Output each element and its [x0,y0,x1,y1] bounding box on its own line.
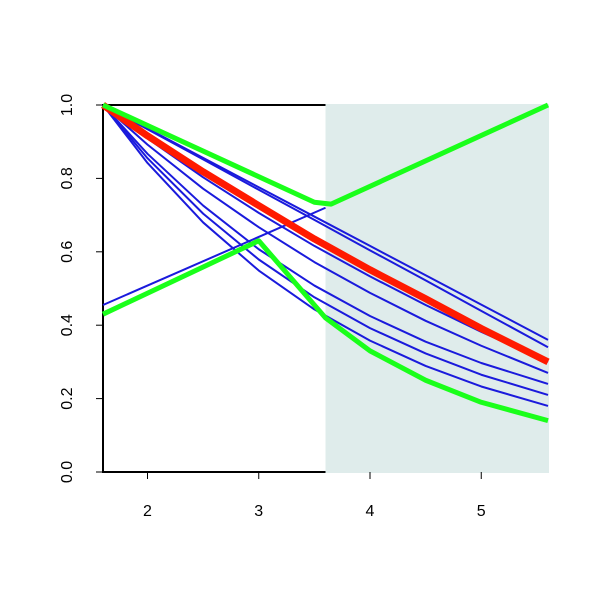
y-tick-label: 0.4 [59,314,76,336]
shaded-region [325,104,549,473]
y-tick-label: 0.2 [59,387,76,409]
data-line [102,104,549,396]
y-tick-label: 0.0 [59,461,76,483]
x-tick-label: 4 [366,503,375,520]
data-line [102,104,549,349]
y-tick-label: 0.8 [59,167,76,189]
x-tick-label: 2 [143,503,152,520]
data-line [101,238,549,424]
data-line [101,102,550,366]
data-line [102,104,549,385]
y-tick-label: 1.0 [59,94,76,116]
data-line [102,104,549,374]
y-tick-label: 0.6 [59,241,76,263]
data-line [102,104,549,407]
data-line [101,102,550,207]
x-tick-label: 5 [477,503,486,520]
x-tick-label: 3 [254,503,263,520]
